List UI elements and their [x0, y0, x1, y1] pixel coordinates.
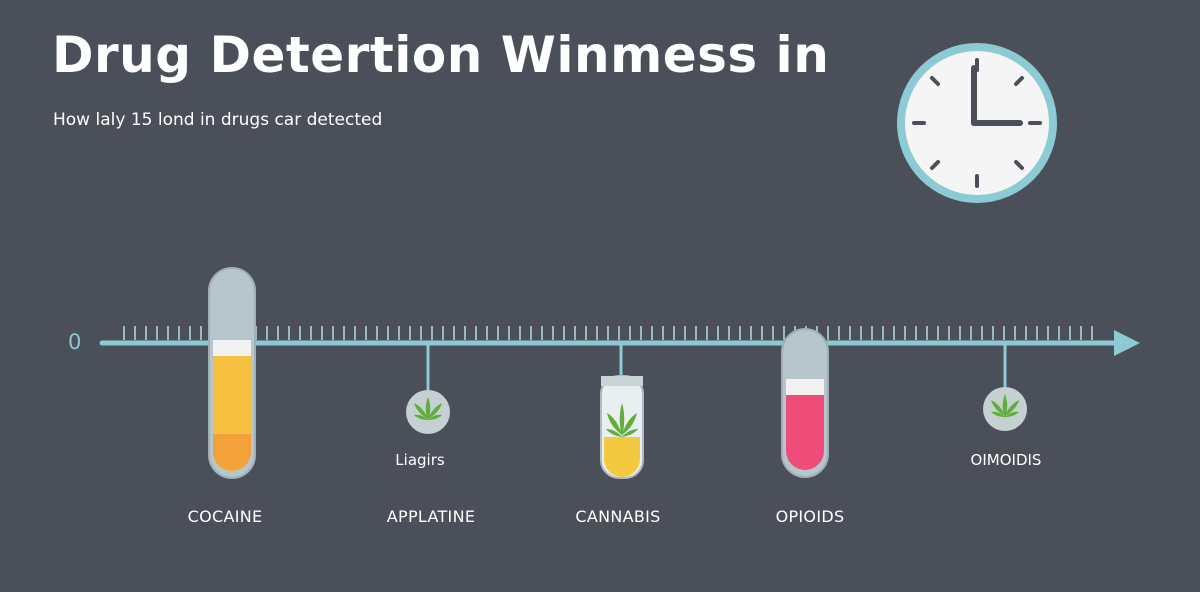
drug-label-opioids: OPIOIDS	[775, 507, 845, 526]
drug-label-cocaine: COCAINE	[187, 507, 263, 526]
cocaine-test-tube-icon	[208, 267, 256, 479]
marker-label: OIMOIDIS	[970, 451, 1042, 469]
cannabis-leaf-icon	[406, 390, 450, 434]
marker-label: Liagirs	[395, 451, 445, 469]
cannabis-test-tube-icon	[600, 375, 644, 479]
drug-label-applatine: APPLATINE	[386, 507, 476, 526]
page-subtitle: How laly 15 lond in drugs car detected	[53, 110, 383, 130]
drug-label-cannabis: CANNABIS	[575, 507, 661, 526]
cannabis-leaf-icon	[983, 387, 1027, 431]
page-title: Drug Detertion Winmess in	[52, 26, 830, 84]
axis-origin-label: 0	[68, 330, 82, 354]
opioids-test-tube-icon	[781, 328, 829, 478]
clock-icon	[897, 43, 1057, 203]
